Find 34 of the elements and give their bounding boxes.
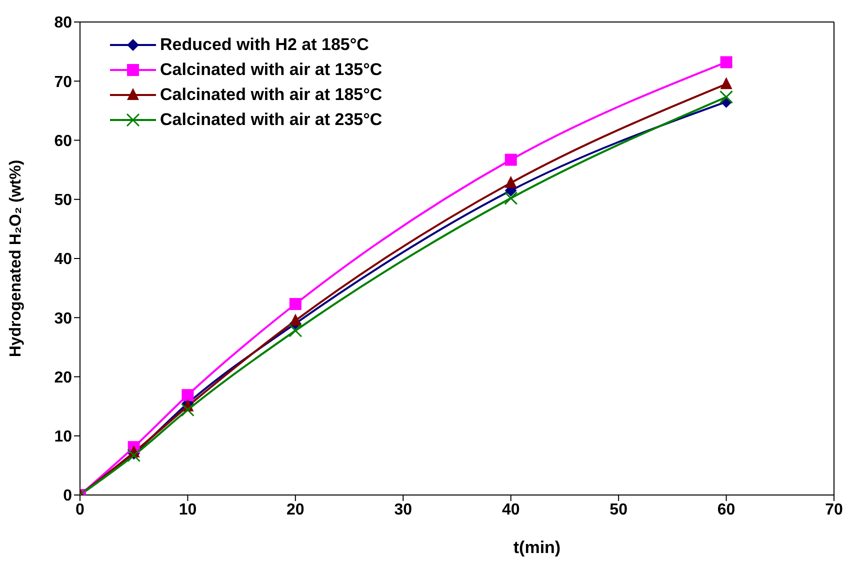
point — [720, 77, 732, 90]
point — [504, 176, 517, 188]
x-tick-label: 30 — [394, 501, 412, 518]
point — [288, 324, 302, 338]
x-tick-label: 70 — [825, 501, 843, 518]
point — [720, 56, 732, 68]
y-axis-title: Hydrogenated H₂O₂ (wt%) — [8, 160, 25, 358]
x-tick-label: 50 — [610, 501, 628, 518]
y-tick-label: 70 — [54, 74, 72, 91]
y-tick-label: 20 — [54, 369, 72, 386]
y-tick-label: 50 — [54, 192, 72, 210]
x-tick-label: 60 — [717, 501, 736, 518]
y-tick-label: 60 — [54, 132, 72, 150]
legend-label: Calcinated with air at 135°C — [160, 59, 382, 81]
x-axis-title: t(min) — [513, 538, 561, 557]
y-tick-label: 30 — [54, 310, 72, 328]
point — [504, 154, 517, 166]
x-tick-label: 0 — [76, 501, 85, 518]
point — [289, 314, 302, 326]
legend-label: Calcinated with air at 185°C — [160, 84, 382, 106]
y-tick-label: 10 — [54, 428, 72, 446]
point — [289, 298, 302, 310]
point — [180, 403, 194, 417]
point — [504, 191, 518, 205]
point — [720, 90, 734, 104]
legend-label: Calcinated with air at 235°C — [160, 109, 382, 131]
point — [182, 389, 194, 402]
legend-label: Reduced with H2 at 185°C — [160, 34, 369, 56]
y-tick-label: 0 — [63, 488, 72, 505]
x-tick-label: 10 — [178, 501, 197, 518]
y-tick-label: 80 — [54, 14, 72, 32]
x-tick-label: 40 — [502, 501, 520, 518]
y-tick-label: 40 — [54, 251, 72, 268]
x-tick-label: 20 — [286, 501, 304, 518]
